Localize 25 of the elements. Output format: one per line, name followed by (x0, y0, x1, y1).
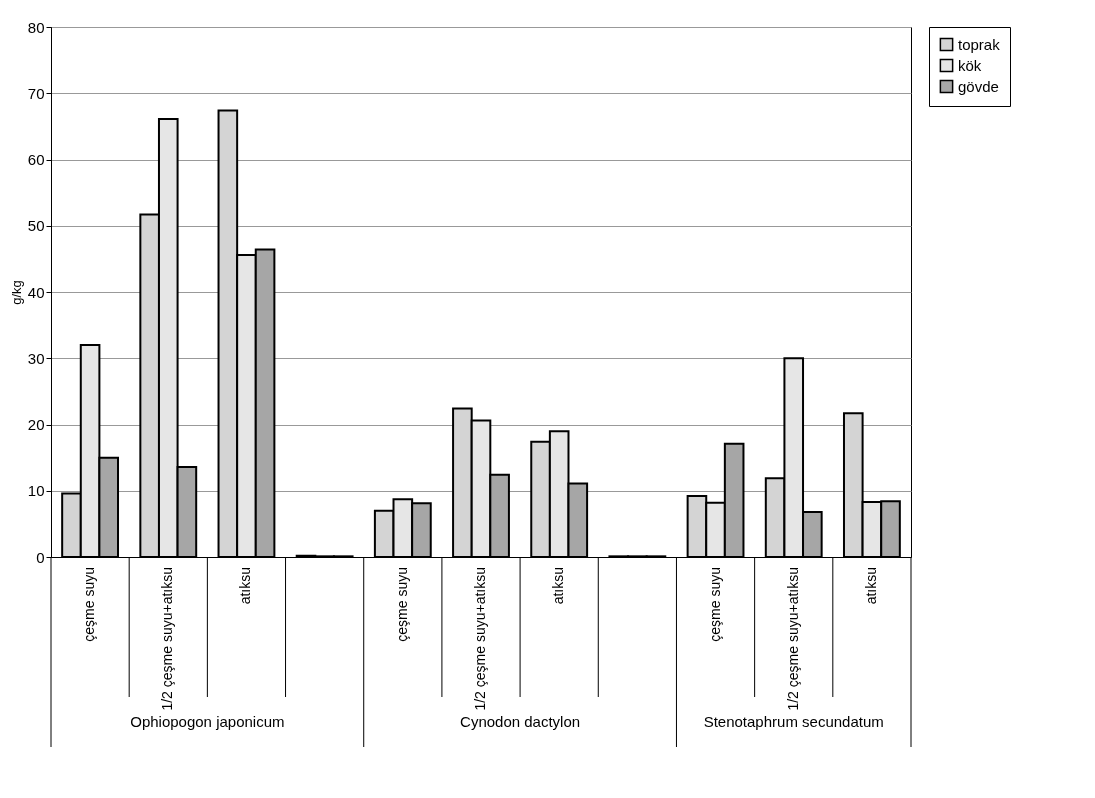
x-tick-label: çeşme suyu (706, 567, 723, 642)
legend-label: toprak (958, 35, 1001, 53)
x-tick-label: 1/2 çeşme suyu+atıksu (472, 567, 488, 711)
y-tick-label: 40 (27, 283, 45, 301)
y-tick-label: 10 (27, 482, 45, 500)
x-tick-label: çeşme suyu (81, 567, 98, 642)
y-tick-label: 70 (27, 84, 45, 102)
y-axis-title: g/kg (8, 280, 24, 305)
x-tick-label: 1/2 çeşme suyu+atıksu (784, 567, 801, 711)
legend-label: gövde (958, 77, 999, 95)
text: Stenotaphrum secundatum (703, 713, 884, 730)
y-tick-label: 30 (27, 349, 45, 367)
legend-label: kök (958, 56, 982, 74)
y-tick-label: 50 (27, 217, 45, 235)
x-tick-label: atıksu (862, 567, 879, 605)
x-tick-label: 1/2 çeşme suyu+atıksu (159, 567, 176, 711)
y-tick-label: 80 (27, 18, 45, 36)
x-tick-label: atıksu (237, 567, 254, 605)
y-tick-label: 60 (27, 151, 45, 168)
x-tick-label: atıksu (550, 567, 567, 605)
y-tick-label: 20 (27, 416, 45, 433)
text: Cynodon dactylon (460, 713, 581, 730)
y-tick-label: 0 (36, 548, 45, 566)
x-tick-label: çeşme suyu (393, 567, 410, 642)
text: Ophiopogon japonicum (130, 713, 285, 730)
